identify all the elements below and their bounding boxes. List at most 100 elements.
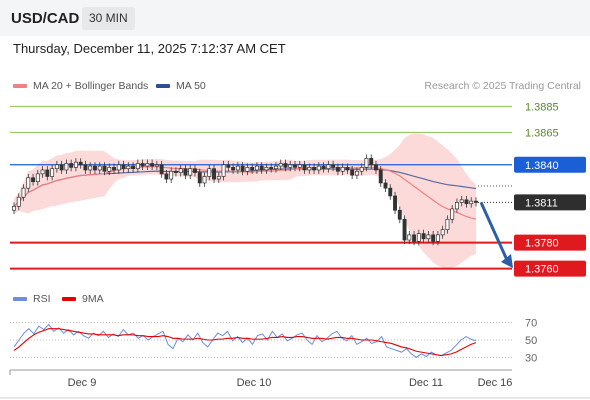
ma9-swatch (62, 297, 76, 302)
legend-rsi-label: RSI (33, 293, 51, 305)
candle (450, 208, 455, 220)
rsi-tick-label: 30 (525, 352, 537, 364)
candle (235, 165, 240, 171)
candle (402, 218, 407, 241)
candle (88, 165, 93, 171)
candle (216, 176, 221, 180)
candle (93, 165, 97, 171)
candle (354, 170, 359, 176)
candle (378, 169, 383, 184)
ma20-swatch (13, 84, 27, 89)
level-label-5: 1.3760 (525, 264, 559, 276)
forecast-arrow-head (501, 254, 513, 269)
x-tick-label: Dec 16 (478, 377, 513, 389)
candle (297, 164, 302, 168)
candle (78, 161, 83, 166)
candle (169, 170, 174, 180)
candle (454, 202, 459, 210)
candle (59, 164, 64, 171)
candle (288, 164, 293, 168)
candle (102, 165, 107, 172)
candle (121, 164, 126, 170)
bollinger-band (14, 133, 476, 269)
legend-ma20: MA 20 + Bollinger Bands (13, 80, 148, 92)
candle (412, 234, 417, 242)
candle (145, 163, 150, 167)
rsi-9ma-line (13, 328, 477, 357)
candle (469, 200, 474, 205)
x-tick-label: Dec 10 (237, 377, 272, 389)
candle (259, 165, 264, 171)
candle (226, 164, 231, 168)
candle (302, 164, 307, 171)
chart-header: USD/CAD 30 MIN (0, 0, 590, 36)
legend-ma50: MA 50 (156, 80, 206, 92)
candle (150, 163, 155, 167)
candle (26, 177, 31, 189)
legend-9ma: 9MA (62, 293, 104, 305)
candle (445, 218, 450, 231)
candle (326, 164, 331, 170)
candle (283, 163, 288, 168)
legend-rsi: RSI (13, 293, 51, 305)
candle (140, 163, 145, 167)
candle (40, 169, 45, 175)
ma20-line (13, 165, 477, 220)
candle (135, 163, 140, 170)
candle (69, 163, 74, 168)
candle (31, 177, 36, 183)
candle (173, 170, 178, 173)
candle (159, 164, 164, 175)
candle (97, 165, 102, 171)
candle (264, 167, 269, 171)
candle (231, 167, 236, 171)
research-credit: Research © 2025 Trading Central (424, 80, 581, 92)
candle (202, 176, 207, 184)
candle (369, 157, 374, 166)
candle (397, 209, 402, 220)
candle (440, 229, 445, 236)
candle (54, 164, 59, 170)
candle (240, 165, 245, 172)
candle (312, 167, 317, 171)
forecast-arrow-shaft (479, 201, 509, 261)
candle (178, 168, 183, 173)
level-box-5 (514, 260, 586, 277)
candle (126, 165, 131, 170)
level-box-4 (514, 234, 586, 251)
ma50-swatch (156, 84, 170, 89)
candle (21, 187, 26, 198)
candle (154, 164, 159, 167)
candle (245, 167, 250, 172)
candle (293, 164, 297, 168)
rsi-tick-label: 70 (525, 318, 537, 330)
candle (335, 167, 340, 172)
candle (269, 167, 274, 170)
candle (374, 164, 378, 171)
candle (64, 163, 69, 171)
candle (426, 234, 431, 240)
candle (35, 173, 40, 183)
candle (340, 167, 345, 172)
candle (212, 168, 216, 180)
candle (50, 168, 55, 177)
candle (197, 172, 202, 184)
x-tick-label: Dec 9 (68, 377, 97, 389)
candle (393, 195, 397, 211)
candle (221, 164, 226, 177)
level-label-1: 1.3865 (525, 127, 559, 139)
candle (112, 167, 116, 171)
current-price-box (514, 194, 586, 211)
candle (307, 167, 312, 171)
candle (250, 167, 255, 171)
candle (359, 167, 364, 172)
interval-badge[interactable]: 30 MIN (82, 7, 135, 30)
rsi-swatch (13, 297, 27, 302)
candle (383, 182, 388, 189)
level-label-2: 1.3840 (525, 160, 559, 172)
level-box-2 (514, 156, 586, 173)
candle (12, 205, 16, 211)
candle (116, 164, 121, 171)
candle (274, 165, 278, 170)
